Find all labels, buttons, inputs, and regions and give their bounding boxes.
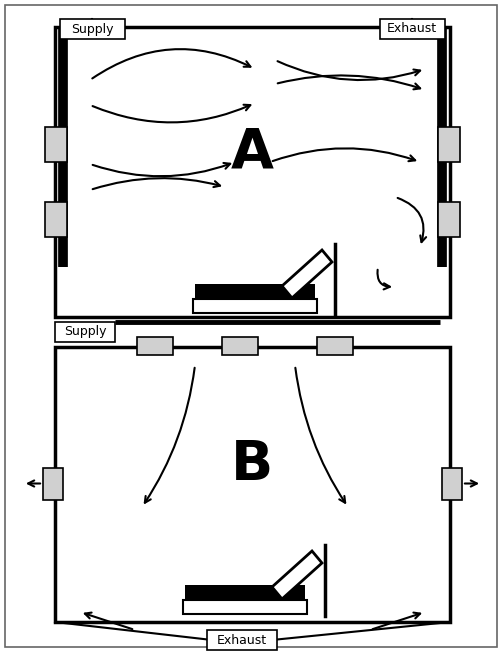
Text: A: A [230,125,274,179]
Bar [43,467,63,499]
Bar [379,19,444,39]
Bar [55,322,115,342]
Bar [194,284,314,288]
Polygon shape [282,250,331,298]
Bar [316,337,352,355]
Bar [194,288,314,299]
Text: Supply: Supply [64,325,106,338]
Bar [55,347,449,622]
Bar [437,127,459,162]
Bar [192,299,316,313]
Bar [45,202,67,237]
Bar [221,337,258,355]
Bar [137,337,173,355]
Polygon shape [272,551,321,599]
Bar [206,630,277,650]
Bar [441,467,461,499]
Bar [60,19,125,39]
Text: B: B [231,437,273,492]
Bar [437,202,459,237]
Text: Exhaust: Exhaust [216,634,267,647]
Bar [185,585,305,589]
Bar [45,127,67,162]
Bar [183,600,307,614]
Bar [185,589,305,600]
Text: Supply: Supply [71,23,113,35]
Bar [55,27,449,317]
Text: Exhaust: Exhaust [386,23,436,35]
